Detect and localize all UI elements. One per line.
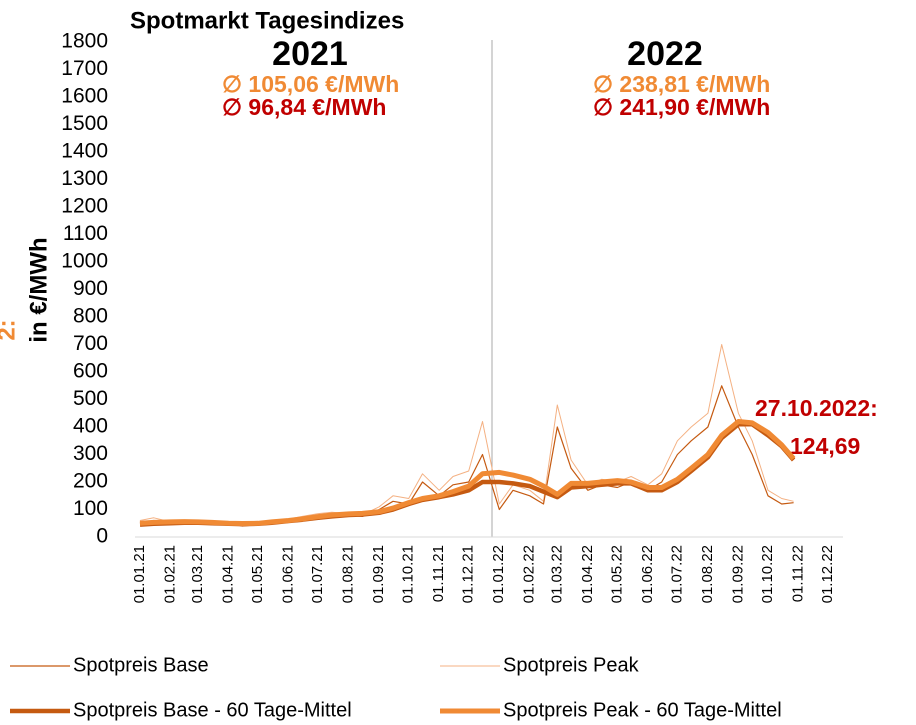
y-tick-label: 500: [73, 387, 108, 410]
average-peak: ∅ 105,06 €/MWh: [222, 71, 399, 97]
year-label: 2022: [627, 35, 703, 73]
series-line: [139, 385, 794, 527]
y-tick-label: 100: [73, 497, 108, 520]
x-tick-label: 01.08.21: [340, 545, 357, 603]
y-tick-label: 1200: [61, 195, 108, 218]
y-axis-label: in €/MWh: [25, 237, 52, 342]
x-tick-label: 01.03.21: [189, 545, 206, 603]
x-tick-label: 01.02.22: [521, 545, 538, 603]
x-tick-label: 01.12.22: [819, 545, 836, 603]
y-tick-label: 1300: [61, 167, 108, 190]
y-tick-label: 300: [73, 442, 108, 465]
x-tick-label: 01.04.22: [579, 545, 596, 603]
x-tick-label: 01.06.21: [280, 545, 297, 603]
y-tick-label: 1100: [63, 222, 108, 245]
y-tick-label: 900: [73, 277, 108, 300]
y-tick-label: 800: [73, 305, 108, 328]
x-tick-label: 01.01.21: [131, 545, 148, 603]
y-tick-label: 200: [73, 470, 108, 493]
x-tick-label: 01.12.21: [460, 545, 477, 603]
x-tick-label: 01.03.22: [548, 545, 565, 603]
x-tick-label: 01.10.21: [400, 545, 417, 603]
x-tick-label: 01.04.21: [220, 545, 237, 603]
y-tick-label: 1800: [61, 30, 108, 53]
series-line: [139, 419, 796, 526]
year-label: 2021: [272, 35, 348, 73]
x-tick-label: 01.07.21: [309, 545, 326, 603]
x-tick-label: 01.01.22: [490, 545, 507, 603]
x-tick-label: 01.09.22: [729, 545, 746, 603]
y-tick-label: 400: [73, 415, 108, 438]
x-tick-label: 01.05.21: [249, 545, 266, 603]
legend-label: Spotpreis Peak - 60 Tage-Mittel: [503, 699, 782, 721]
y-tick-label: 1000: [61, 250, 108, 273]
x-tick-label: 01.09.21: [370, 545, 387, 603]
clipped-label: 2:: [0, 319, 20, 340]
y-tick-label: 1400: [61, 140, 108, 163]
chart-title: Spotmarkt Tagesindizes: [130, 7, 404, 34]
series-line: [139, 344, 794, 526]
x-tick-label: 01.05.22: [608, 545, 625, 603]
annotation-date: 27.10.2022:: [755, 395, 878, 421]
average-peak: ∅ 238,81 €/MWh: [593, 71, 770, 97]
x-tick-label: 01.11.22: [789, 545, 806, 602]
average-base: ∅ 96,84 €/MWh: [222, 94, 386, 120]
y-tick-label: 1600: [61, 85, 108, 108]
x-tick-label: 01.11.21: [430, 545, 447, 602]
legend-label: Spotpreis Base - 60 Tage-Mittel: [73, 699, 352, 721]
y-tick-label: 1500: [61, 112, 108, 135]
average-base: ∅ 241,90 €/MWh: [593, 94, 770, 120]
x-tick-label: 01.06.22: [639, 545, 656, 603]
y-tick-label: 700: [73, 332, 108, 355]
x-tick-label: 01.10.22: [759, 545, 776, 603]
y-tick-label: 1700: [61, 57, 108, 80]
y-tick-label: 600: [73, 360, 108, 383]
y-tick-label: 0: [96, 525, 108, 548]
annotation-value: 124,69: [790, 433, 860, 459]
x-tick-label: 01.07.22: [668, 545, 685, 603]
x-tick-label: 01.08.22: [699, 545, 716, 603]
series-line: [139, 422, 796, 527]
legend-label: Spotpreis Base: [73, 654, 209, 676]
legend-label: Spotpreis Peak: [503, 654, 640, 676]
x-tick-label: 01.02.21: [161, 545, 178, 603]
